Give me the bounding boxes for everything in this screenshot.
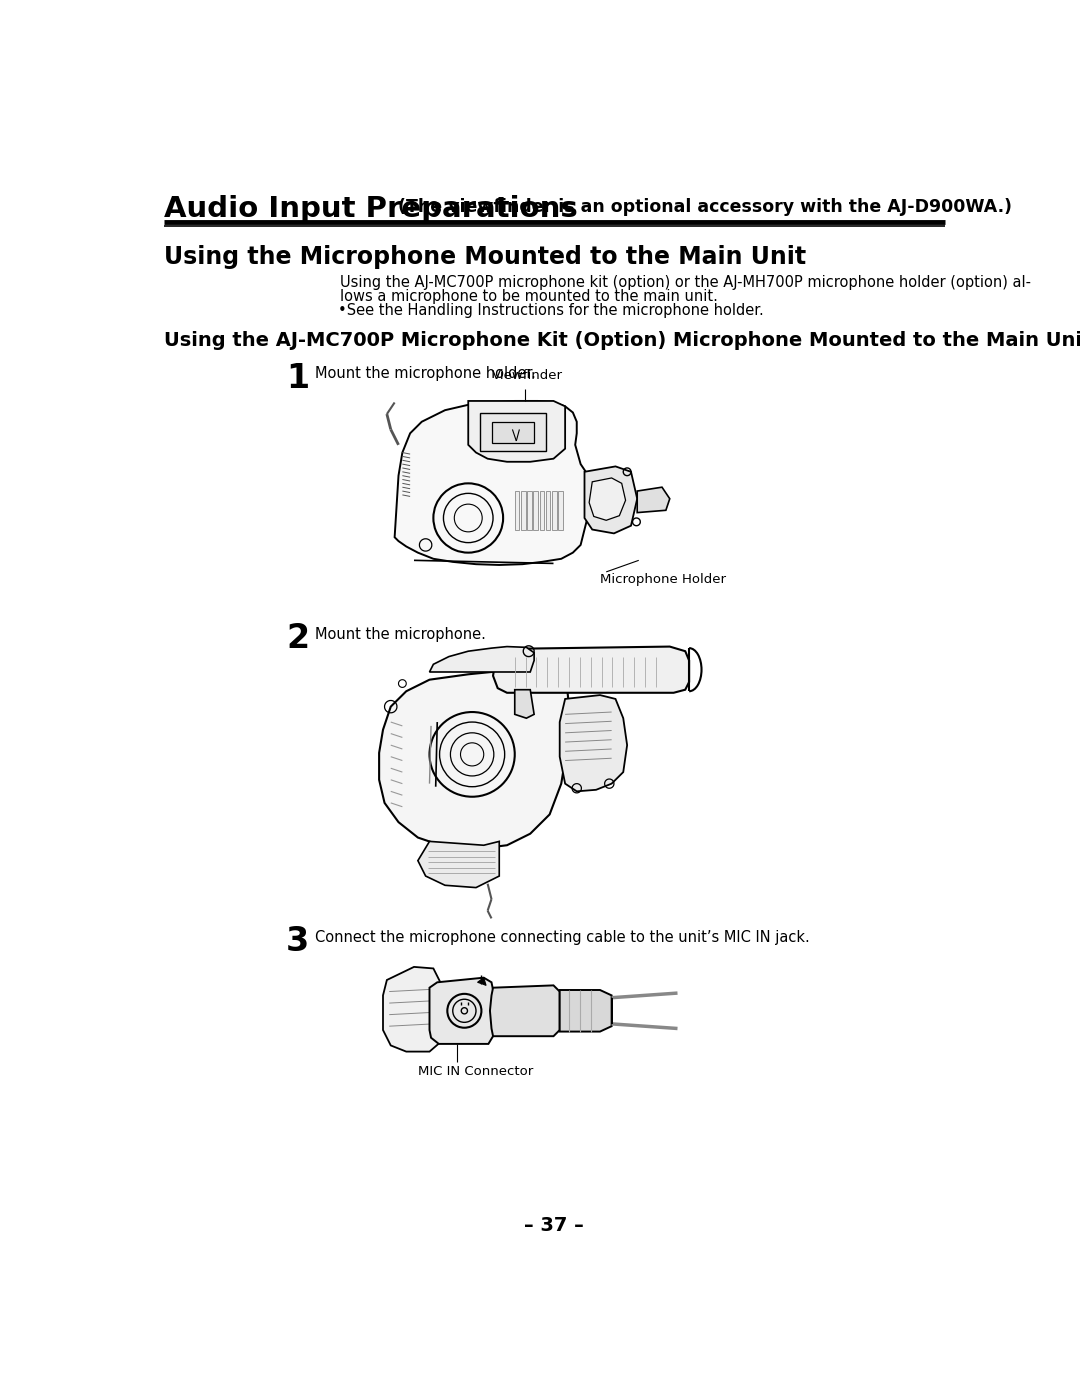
Polygon shape <box>558 490 563 529</box>
Text: Using the Microphone Mounted to the Main Unit: Using the Microphone Mounted to the Main… <box>164 244 807 268</box>
Text: Using the AJ-MC700P Microphone Kit (Option) Microphone Mounted to the Main Unit: Using the AJ-MC700P Microphone Kit (Opti… <box>164 331 1080 349</box>
Text: lows a microphone to be mounted to the main unit.: lows a microphone to be mounted to the m… <box>340 289 718 305</box>
Polygon shape <box>491 422 535 443</box>
Polygon shape <box>540 490 544 529</box>
Polygon shape <box>515 690 535 718</box>
Polygon shape <box>394 401 591 564</box>
Text: Mount the microphone.: Mount the microphone. <box>314 627 486 643</box>
Text: Microphone Holder: Microphone Holder <box>600 573 726 587</box>
Text: MIC IN Connector: MIC IN Connector <box>418 1065 534 1077</box>
Polygon shape <box>584 467 637 534</box>
Polygon shape <box>469 401 565 462</box>
Text: 2: 2 <box>286 622 309 655</box>
Text: Audio Input Preparations: Audio Input Preparations <box>164 194 578 222</box>
Polygon shape <box>480 412 545 451</box>
Polygon shape <box>430 978 494 1044</box>
Polygon shape <box>477 978 486 985</box>
Polygon shape <box>559 990 611 1031</box>
Polygon shape <box>379 672 569 849</box>
Text: (The viewfinder is an optional accessory with the AJ-D900WA.): (The viewfinder is an optional accessory… <box>399 197 1013 215</box>
Polygon shape <box>383 967 441 1052</box>
Polygon shape <box>381 387 720 595</box>
Text: Mount the microphone holder.: Mount the microphone holder. <box>314 366 536 381</box>
Polygon shape <box>372 644 720 922</box>
Polygon shape <box>418 841 499 887</box>
Polygon shape <box>637 488 670 513</box>
Text: – 37 –: – 37 – <box>524 1217 583 1235</box>
Polygon shape <box>383 957 677 1065</box>
Polygon shape <box>490 985 559 1037</box>
Text: Connect the microphone connecting cable to the unit’s MIC IN jack.: Connect the microphone connecting cable … <box>314 930 810 944</box>
Polygon shape <box>559 696 627 791</box>
Polygon shape <box>515 490 519 529</box>
Text: Viewfinder: Viewfinder <box>491 369 563 381</box>
Polygon shape <box>430 647 535 672</box>
Polygon shape <box>545 490 551 529</box>
Polygon shape <box>494 647 689 693</box>
Polygon shape <box>521 490 526 529</box>
Text: •See the Handling Instructions for the microphone holder.: •See the Handling Instructions for the m… <box>338 303 764 319</box>
Text: 1: 1 <box>286 362 309 395</box>
Polygon shape <box>590 478 625 520</box>
Polygon shape <box>527 490 531 529</box>
Polygon shape <box>552 490 556 529</box>
Text: Using the AJ-MC700P microphone kit (option) or the AJ-MH700P microphone holder (: Using the AJ-MC700P microphone kit (opti… <box>340 275 1031 291</box>
Polygon shape <box>534 490 538 529</box>
Text: 3: 3 <box>286 925 309 957</box>
